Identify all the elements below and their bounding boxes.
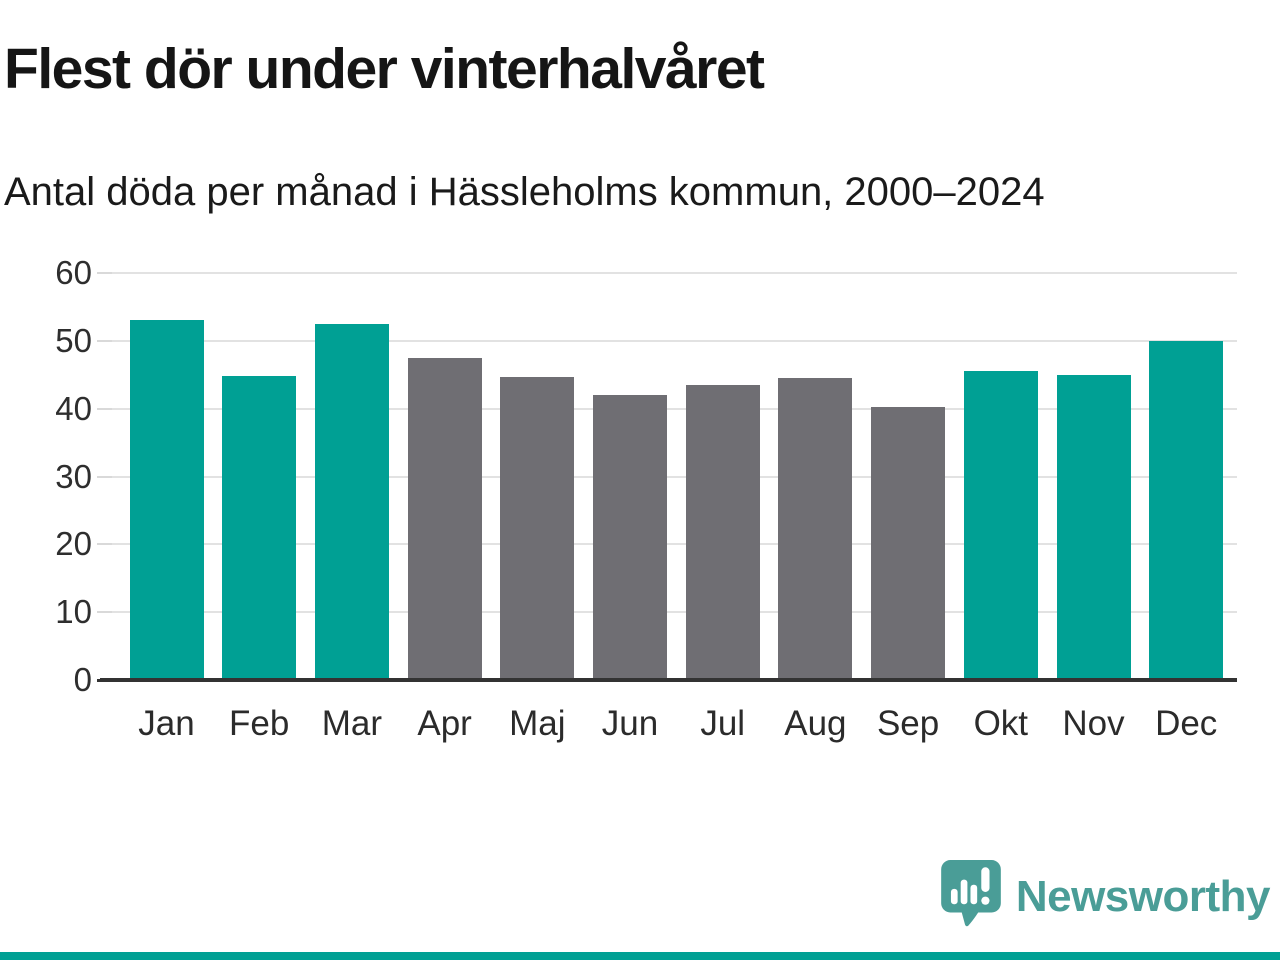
bar-jun <box>593 395 667 680</box>
x-axis-label-jun: Jun <box>601 704 659 743</box>
bar-okt <box>963 370 1038 680</box>
x-axis-label-dec: Dec <box>1155 704 1218 743</box>
gridline-y-20 <box>112 543 1237 546</box>
y-axis-label-20: 20 <box>55 525 92 563</box>
x-axis-label-apr: Apr <box>417 704 472 743</box>
gridline-y-10 <box>112 611 1237 614</box>
bar-mar <box>314 323 389 680</box>
newsworthy-wordmark: Newsworthy <box>1015 871 1271 921</box>
y-axis-label-50: 50 <box>55 321 92 359</box>
gridline-y-60 <box>112 272 1237 274</box>
bar-dec <box>1149 340 1224 680</box>
newsworthy-speech-bubble-bar-chart-icon <box>938 858 1004 935</box>
gridline-y-30 <box>112 475 1237 478</box>
x-axis-label-jul: Jul <box>700 704 746 743</box>
x-axis-label-nov: Nov <box>1062 704 1125 743</box>
y-axis-label-40: 40 <box>55 389 92 427</box>
x-axis-label-maj: Maj <box>509 704 566 743</box>
newsworthy-logo: Newsworthy <box>938 858 1271 935</box>
x-axis-baseline <box>100 678 1237 682</box>
x-axis-label-okt: Okt <box>973 704 1029 743</box>
y-axis-tick-50 <box>97 339 112 342</box>
x-axis-label-feb: Feb <box>229 704 290 743</box>
bar-feb <box>222 376 297 680</box>
bar-aug <box>778 378 853 680</box>
bar-maj <box>500 376 575 680</box>
y-axis-label-30: 30 <box>55 457 92 495</box>
y-axis-label-10: 10 <box>55 593 92 631</box>
x-axis-label-jan: Jan <box>138 704 195 743</box>
y-axis-tick-30 <box>97 475 112 478</box>
y-axis-label-0: 0 <box>73 661 92 698</box>
chart-title: Flest dör under vinterhalvåret <box>4 37 765 101</box>
gridline-y-40 <box>112 407 1237 410</box>
y-axis-tick-10 <box>97 611 112 614</box>
x-axis-label-aug: Aug <box>784 704 847 743</box>
y-axis-tick-40 <box>97 407 112 410</box>
x-axis-label-sep: Sep <box>876 704 940 743</box>
chart-subtitle: Antal döda per månad i Hässleholms kommu… <box>4 170 1045 214</box>
x-axis-label-mar: Mar <box>321 704 383 743</box>
y-axis-label-60: 60 <box>55 254 92 291</box>
gridline-y-50 <box>112 339 1237 342</box>
y-axis-tick-60 <box>97 272 112 274</box>
bottom-accent-bar <box>0 952 1280 960</box>
bar-jul <box>685 384 760 680</box>
bar-jan <box>129 320 204 680</box>
bar-sep <box>871 406 946 680</box>
bar-apr <box>407 357 482 680</box>
bar-nov <box>1056 375 1131 680</box>
y-axis-tick-20 <box>97 543 112 546</box>
